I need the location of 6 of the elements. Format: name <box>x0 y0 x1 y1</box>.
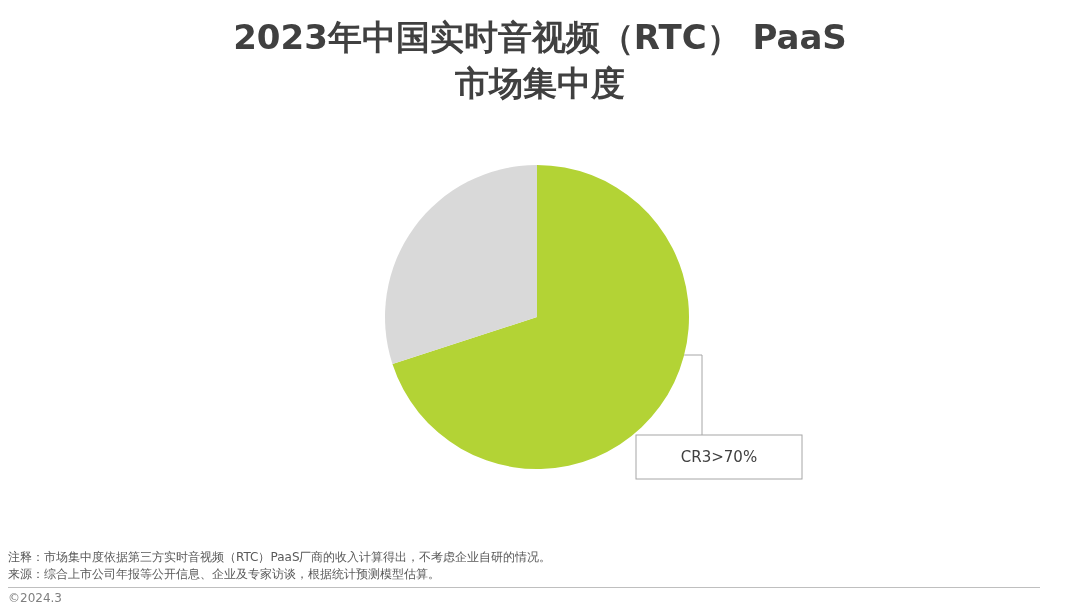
slice-label: CR3>70% <box>680 448 758 466</box>
text: ©2024.3 <box>8 591 62 605</box>
source-note: 来源：综合上市公司年报等公开信息、企业及专家访谈，根据统计预测模型估算。 <box>8 566 440 583</box>
chart-title: 2023年中国实时音视频（RTC） PaaS 市场集中度 <box>232 16 848 105</box>
text: 注释：市场集中度依据第三方实时音视频（RTC）PaaS厂商的收入计算得出，不考虑企业自研的情况。 <box>8 549 552 566</box>
pie-slice <box>385 165 537 364</box>
